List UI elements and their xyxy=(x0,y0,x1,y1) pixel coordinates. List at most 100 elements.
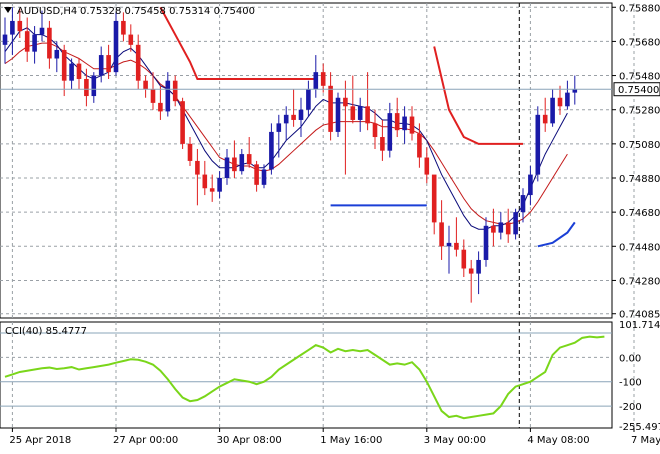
candle-bull xyxy=(513,208,518,240)
candle-body xyxy=(402,116,407,131)
cci-tick-label: -255.4978 xyxy=(619,422,660,433)
candle-bull xyxy=(298,97,304,138)
time-tick-label: 1 May 16:00 xyxy=(320,435,382,446)
candle-body xyxy=(461,249,467,269)
sar-indicator xyxy=(159,6,576,248)
candle-bear xyxy=(143,75,148,98)
candle-bear xyxy=(461,239,467,278)
candle-bear xyxy=(343,80,348,175)
candle-bear xyxy=(76,58,82,90)
candle-bull xyxy=(217,171,222,199)
candle-bull xyxy=(269,123,274,175)
candle-body xyxy=(276,123,282,132)
candle-body xyxy=(76,63,82,79)
candle-bull xyxy=(98,46,104,83)
cci-grid xyxy=(11,322,635,428)
candle-bear xyxy=(106,44,111,79)
price-tick-label: 0.74680 xyxy=(619,208,660,219)
ema-slow-path xyxy=(4,42,568,225)
time-tick-label: 27 Apr 00:00 xyxy=(113,435,178,446)
candle-bear xyxy=(84,68,89,107)
candle-bear xyxy=(61,44,67,97)
candle-bull xyxy=(520,188,526,223)
candle-bull xyxy=(335,92,341,138)
candle-bull xyxy=(402,106,407,144)
candle-bull xyxy=(565,80,570,110)
candle-bull xyxy=(283,106,289,141)
candle-bear xyxy=(128,24,134,52)
candle-bear xyxy=(24,17,30,62)
candle-body xyxy=(39,27,45,35)
candle-body xyxy=(91,75,97,97)
candle-body xyxy=(372,123,378,138)
candle-body xyxy=(135,44,141,81)
candle-bull xyxy=(261,164,267,189)
candle-body xyxy=(557,97,563,107)
candle-body xyxy=(320,72,326,86)
candle-bear xyxy=(254,160,259,192)
candle-bear xyxy=(17,8,23,38)
candle-body xyxy=(394,113,400,131)
candle-bull xyxy=(498,212,504,240)
candle-body xyxy=(113,20,119,73)
candle-bull xyxy=(276,114,282,158)
candle-body xyxy=(84,78,89,97)
candle-bull xyxy=(165,72,171,117)
candle-bear xyxy=(409,106,415,141)
sar-segment-red xyxy=(159,6,316,80)
candle-body xyxy=(195,160,200,175)
candle-body xyxy=(165,80,171,112)
candle-body xyxy=(232,157,237,172)
candle-body xyxy=(439,222,444,247)
candle-bear xyxy=(121,12,126,42)
candle-body xyxy=(246,154,252,165)
candle-body xyxy=(491,225,496,233)
cci-axis: 101.7146 0.00 -100 -200 -255.4978 xyxy=(619,320,660,433)
dropdown-triangle-icon[interactable] xyxy=(4,7,12,13)
cci-levels xyxy=(0,332,612,407)
candle-bear xyxy=(394,97,400,138)
candle-bull xyxy=(91,72,97,103)
candle-body xyxy=(180,101,185,144)
candle-body xyxy=(254,164,259,185)
cci-panel xyxy=(0,321,613,429)
candle-bull xyxy=(239,148,245,175)
candle-bear xyxy=(468,259,474,303)
candle-body xyxy=(143,80,148,90)
candle-body xyxy=(150,89,156,103)
time-axis: 25 Apr 2018 27 Apr 00:00 30 Apr 08:00 1 May… xyxy=(9,428,660,446)
candle-body xyxy=(572,89,578,93)
cci-tick-label: -200 xyxy=(619,402,642,413)
candle-body xyxy=(61,49,67,81)
candle-body xyxy=(380,137,385,151)
candle-body xyxy=(17,20,23,32)
time-tick-label: 25 Apr 2018 xyxy=(9,435,71,446)
price-tick-label: 0.74880 xyxy=(619,174,660,185)
candle-body xyxy=(431,174,437,223)
candle-bear xyxy=(365,72,370,131)
candle-bull xyxy=(550,89,555,127)
sar-segment-blue xyxy=(537,221,576,248)
cci-tick-label: 101.7146 xyxy=(619,320,660,331)
cci-tick-label: 0.00 xyxy=(619,353,641,364)
candle-body xyxy=(158,102,163,112)
candle-body xyxy=(283,114,289,124)
candle-bear xyxy=(135,34,141,90)
price-tick-label: 0.75680 xyxy=(619,37,660,48)
current-price-box xyxy=(613,82,660,97)
candle-bear xyxy=(158,85,163,120)
current-price-marker: 0.75400 xyxy=(613,82,660,97)
candle-body xyxy=(498,222,504,233)
candle-bear xyxy=(180,97,185,149)
candle-body xyxy=(121,20,126,35)
candle-bear xyxy=(195,148,200,206)
candle-body xyxy=(513,212,518,235)
candles xyxy=(2,7,578,303)
candle-body xyxy=(202,174,208,189)
candle-bull xyxy=(535,106,541,182)
candle-bear xyxy=(557,85,563,115)
candle-bear xyxy=(47,20,52,69)
candle-body xyxy=(409,116,415,134)
